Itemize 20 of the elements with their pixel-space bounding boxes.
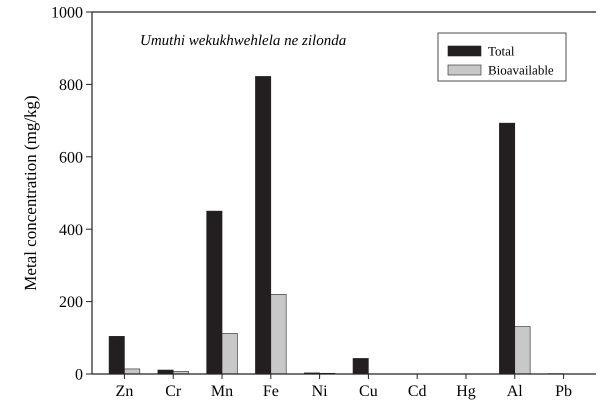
legend-label: Total [488, 44, 515, 59]
x-tick-label: Cr [165, 383, 182, 400]
x-tick-label: Hg [456, 383, 476, 400]
x-tick-label: Al [506, 383, 524, 400]
y-axis-title: Metal concentration (mg/kg) [21, 95, 40, 291]
y-tick-label: 800 [59, 77, 83, 94]
x-tick-label: Pb [555, 383, 572, 400]
x-tick-label: Cu [359, 383, 378, 400]
x-tick-label: Fe [262, 383, 279, 400]
annotation: Umuthi wekukhwehlela ne zilonda [140, 33, 346, 49]
y-tick-label: 1000 [51, 4, 83, 22]
legend-label: Bioavailable [488, 62, 554, 78]
x-tick-label: Ni [312, 383, 328, 400]
x-tick-label: Mn [210, 383, 234, 400]
y-tick-label: 0 [75, 366, 83, 384]
y-tick-label: 400 [59, 222, 83, 239]
y-tick-label: 200 [59, 294, 83, 312]
y-tick-label: 600 [59, 149, 83, 166]
x-tick-label: Zn [116, 383, 134, 400]
x-tick-label: Cd [408, 383, 427, 400]
